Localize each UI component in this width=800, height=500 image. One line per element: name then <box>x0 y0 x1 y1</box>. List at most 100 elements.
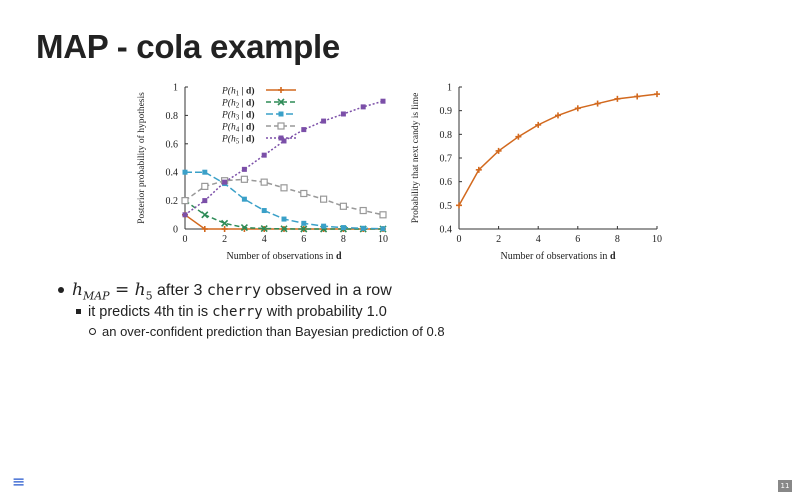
legend-marker <box>278 135 284 141</box>
y-tick-label: 1 <box>447 83 452 94</box>
data-point <box>320 195 328 203</box>
legend-label: P(h5 | d) <box>221 134 255 146</box>
data-point <box>340 225 346 231</box>
data-point <box>201 226 208 232</box>
data-point <box>340 111 346 117</box>
x-axis-label-text: Number of observations in <box>501 251 610 262</box>
data-point <box>654 91 660 98</box>
data-point <box>260 225 268 233</box>
x-tick-label: 4 <box>262 234 267 245</box>
data-point <box>280 225 288 233</box>
bullet-map-hypothesis: hMAP = h5 after 3 cherry observed in a r… <box>58 278 445 302</box>
data-point <box>360 104 366 110</box>
data-point <box>574 105 581 112</box>
code-cherry: cherry <box>206 281 262 299</box>
code-cherry: cherry <box>212 304 263 320</box>
series-line-2 <box>184 199 383 230</box>
bullet-circle <box>89 328 96 335</box>
y-tick-label: 0.2 <box>166 196 179 207</box>
data-point <box>321 118 327 124</box>
x-tick-label: 2 <box>222 234 227 245</box>
data-point <box>495 147 502 154</box>
data-point <box>202 169 208 175</box>
data-point <box>241 166 247 172</box>
math-h-map: hMAP = h5 <box>72 280 153 303</box>
data-point <box>202 198 208 204</box>
y-tick-label: 0.8 <box>440 130 453 141</box>
data-point <box>535 121 542 128</box>
data-point <box>321 223 327 229</box>
legend-marker <box>278 87 284 93</box>
hamburger-menu-icon[interactable]: ≡ <box>12 472 26 491</box>
data-point <box>280 184 288 192</box>
legend-label: P(h2 | d) <box>221 98 255 110</box>
series-line-1 <box>458 93 658 206</box>
x-axis-label-bold: d <box>610 251 616 262</box>
x-axis-label: Number of observations in d <box>227 251 342 262</box>
next-candy-lime-chart: 0 2 4 6 8 10 0.4 0.5 0.6 0.7 0.8 0.9 1 Probability th… <box>411 83 662 263</box>
y-tick-label: 0.7 <box>440 154 453 165</box>
data-point <box>181 196 189 205</box>
data-point <box>456 202 462 209</box>
data-point <box>182 212 188 218</box>
data-point <box>301 127 307 133</box>
data-point <box>221 226 228 232</box>
series-line-5 <box>184 100 384 216</box>
legend-label: P(h1 | d) <box>221 86 255 98</box>
posterior-probability-chart: 0 2 4 6 8 10 0 0.2 0.4 0.6 0.8 1 Posterior probabili… <box>136 83 388 263</box>
x-tick-label: 8 <box>615 234 620 245</box>
x-tick-label: 8 <box>341 234 346 245</box>
y-axis-label: Probability that next candy is lime <box>411 93 421 224</box>
legend-marker <box>278 111 284 117</box>
x-tick-label: 0 <box>457 234 462 245</box>
y-tick-label: 0.6 <box>166 139 179 150</box>
x-tick-label: 2 <box>496 234 501 245</box>
y-tick-label: 0.4 <box>166 168 179 179</box>
data-point <box>300 225 308 233</box>
data-point <box>300 189 308 198</box>
y-tick-label: 1 <box>173 83 178 94</box>
y-tick-label: 0.4 <box>440 225 453 236</box>
y-tick-label: 0.5 <box>440 201 453 212</box>
data-point <box>555 112 561 119</box>
page-number-badge: 11 <box>778 480 792 492</box>
y-tick-label: 0.6 <box>440 177 453 188</box>
data-point <box>240 175 249 183</box>
data-point <box>240 224 248 232</box>
data-point <box>182 169 188 175</box>
x-axis-label-text: Number of observations in <box>227 251 336 262</box>
data-point <box>201 211 209 219</box>
x-tick-label: 10 <box>652 234 662 245</box>
data-point <box>260 178 268 186</box>
data-point <box>475 166 482 173</box>
data-point <box>261 152 267 158</box>
legend-label: P(h3 | d) <box>221 110 255 122</box>
data-point <box>339 202 347 210</box>
x-axis-label: Number of observations in d <box>501 251 616 262</box>
data-point <box>515 133 522 140</box>
data-point <box>281 216 287 222</box>
data-point <box>380 226 386 232</box>
data-point <box>281 138 287 144</box>
x-tick-label: 6 <box>301 234 306 245</box>
y-axis-label: Posterior probability of hypothesis <box>136 92 147 224</box>
data-point <box>634 93 641 100</box>
data-point <box>301 220 307 226</box>
x-tick-label: 6 <box>575 234 580 245</box>
x-tick-label: 4 <box>536 234 541 245</box>
x-axis-label-bold: d <box>336 251 342 262</box>
slide-title: MAP - cola example <box>36 28 340 65</box>
data-point <box>379 211 387 219</box>
legend-marker <box>277 122 285 130</box>
data-point <box>201 182 209 191</box>
y-tick-label: 0.9 <box>440 106 453 117</box>
data-point <box>261 208 267 214</box>
data-point <box>594 100 601 107</box>
x-tick-label: 10 <box>378 234 388 245</box>
data-point <box>241 196 247 202</box>
x-tick-label: 0 <box>183 234 188 245</box>
bullet-dot <box>58 287 64 293</box>
bullet-prediction: it predicts 4th tin is cherry with proba… <box>58 302 445 322</box>
data-point <box>380 98 386 104</box>
data-point <box>614 95 621 102</box>
